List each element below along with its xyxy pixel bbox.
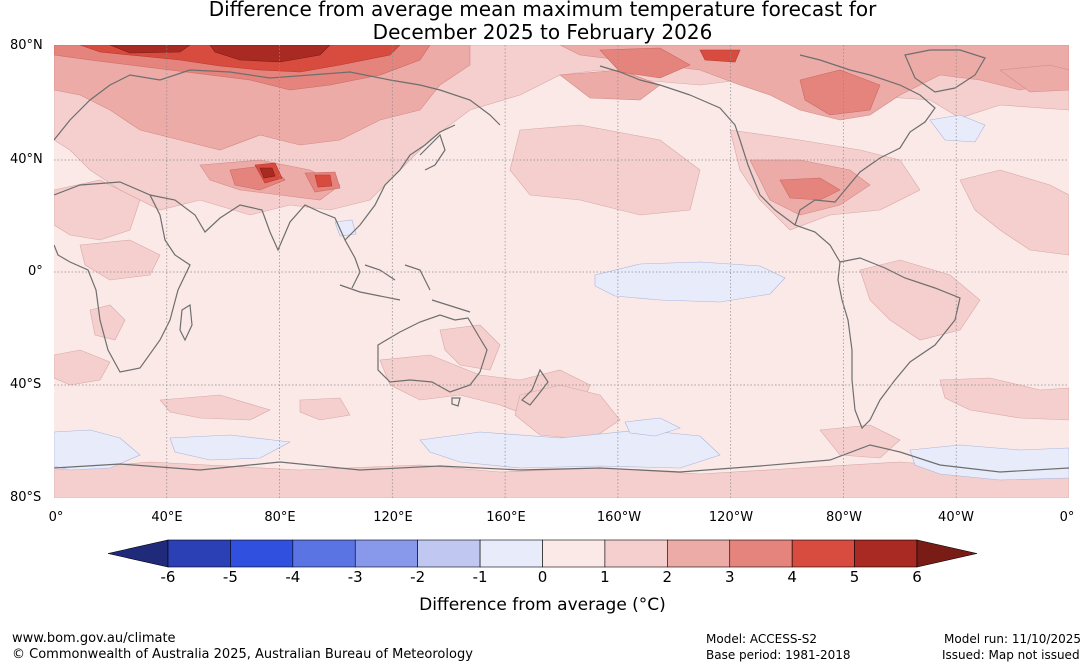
colorbar-tick-label: 2: [662, 568, 673, 586]
colorbar-tick-label: 1: [600, 568, 610, 586]
lat-label-40s: 40°S: [10, 377, 42, 392]
colorbar-tick-label: -3: [347, 568, 363, 586]
lon-label-0-left: 0°: [48, 510, 64, 525]
colorbar-swatch: [292, 539, 356, 568]
colorbar: [107, 539, 978, 568]
coastlines: [54, 49, 1069, 473]
colorbar-arrow-low: [107, 539, 169, 568]
lon-label-80e: 80°E: [264, 510, 296, 525]
colorbar-swatch: [791, 539, 855, 568]
lon-label-160w: 160°W: [596, 510, 642, 525]
lat-label-80s: 80°S: [10, 490, 42, 505]
colorbar-swatch: [354, 539, 418, 568]
colorbar-tick-label: 0: [537, 568, 548, 586]
colorbar-swatch: [542, 539, 606, 568]
colorbar-label: Difference from average (°C): [419, 595, 666, 615]
lon-label-160e: 160°E: [486, 510, 526, 525]
map-title-line-1: Difference from average mean maximum tem…: [208, 0, 877, 21]
lat-label-40n: 40°N: [10, 152, 43, 167]
footer-base-period: Base period: 1981-2018: [706, 648, 851, 662]
colorbar-swatch: [230, 539, 294, 568]
lon-label-0-right: 0°: [1059, 510, 1075, 525]
colorbar-swatch: [667, 539, 731, 568]
colorbar-tick-label: 3: [724, 568, 735, 586]
colorbar-tick-label: -5: [222, 568, 238, 586]
footer-model: Model: ACCESS-S2: [706, 632, 818, 646]
colorbar-swatch: [729, 539, 793, 568]
colorbar-tick-label: -2: [410, 568, 426, 586]
map-field: [54, 45, 1069, 498]
colorbar-swatch: [417, 539, 481, 568]
colorbar-tick-label: -4: [285, 568, 301, 586]
lat-label-80n: 80°N: [10, 38, 43, 53]
colorbar-tick-label: 5: [849, 568, 860, 586]
lon-label-120e: 120°E: [373, 510, 413, 525]
colorbar-tick-label: 4: [787, 568, 797, 586]
colorbar-swatch: [167, 539, 231, 568]
colorbar-tick-label: 6: [912, 568, 922, 586]
lon-label-40w: 40°W: [938, 510, 974, 525]
colorbar-tick-label: -1: [472, 568, 488, 586]
footer-model-run: Model run: 11/10/2025: [944, 632, 1082, 646]
footer-issued: Issued: Map not issued: [942, 648, 1080, 662]
anomaly-5-6-regions: [109, 45, 331, 179]
colorbar-swatch: [479, 539, 543, 568]
colorbar-arrow-high: [916, 539, 978, 568]
map-title-line-2: December 2025 to February 2026: [372, 20, 713, 44]
colorbar-swatch: [854, 539, 918, 568]
lon-label-120w: 120°W: [708, 510, 754, 525]
graticule: [54, 45, 1069, 498]
lon-label-80w: 80°W: [826, 510, 862, 525]
lat-label-equator: 0°: [28, 264, 43, 279]
lon-label-40e: 40°E: [151, 510, 183, 525]
colorbar-swatch: [604, 539, 668, 568]
colorbar-tick-label: -6: [160, 568, 176, 586]
footer-website: www.bom.gov.au/climate: [12, 631, 176, 646]
footer-copyright: © Commonwealth of Australia 2025, Austra…: [12, 647, 473, 662]
